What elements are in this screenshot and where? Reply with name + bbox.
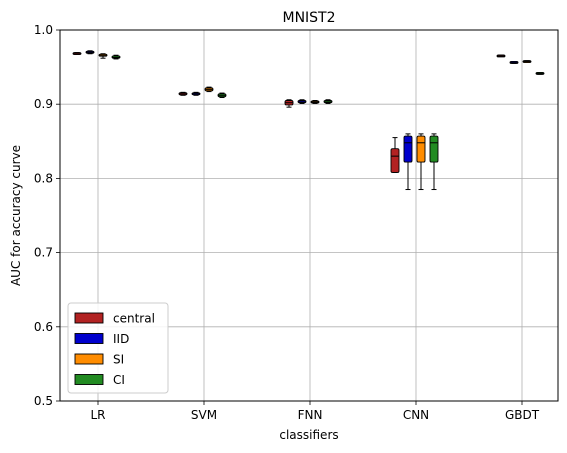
box-CI-CNN [429,133,439,191]
y-axis-label: AUC for accuracy curve [9,145,23,286]
legend-swatch-CI [74,374,104,385]
legend-box [67,302,169,394]
box-central-SVM [178,91,188,96]
x-axis-label: classifiers [279,428,338,442]
box-central-GBDT [496,54,506,58]
box-SI-CNN [416,133,426,191]
legend-label-CI: CI [113,373,125,387]
legend-label-IID: IID [113,332,129,346]
y-tick-label: 0.8 [34,171,53,185]
legend-label-central: central [113,312,155,326]
box-IID-SVM [191,91,201,96]
box-CI-SVM [217,92,227,99]
box-central-LR [72,52,82,56]
y-tick-label: 0.9 [34,97,53,111]
x-tick-label: LR [90,408,105,422]
box-body [390,148,400,173]
box-IID-LR [85,50,95,55]
legend-swatch-SI [74,353,104,365]
x-tick-label: SVM [191,408,217,422]
grid [60,29,558,402]
plot-frame [59,29,559,402]
legend: central IID SI CI [67,302,169,394]
box-SI-SVM [204,86,214,93]
box-CI-GBDT [535,71,545,75]
x-axis-ticks: LR SVM FNN CNN GBDT [90,401,540,422]
box-body [416,135,426,163]
box-SI-LR [98,53,108,59]
x-tick-label: GBDT [505,408,540,422]
box-CI-LR [111,54,121,60]
box-SI-GBDT [522,60,532,63]
box-SI-FNN [310,99,320,104]
box-IID-GBDT [509,61,519,64]
box-IID-FNN [297,99,307,104]
y-tick-label: 0.7 [34,246,53,260]
y-tick-label: 1.0 [34,23,53,37]
y-axis-ticks: 0.5 0.6 0.7 0.8 0.9 1.0 [34,23,60,408]
box-IID-CNN [403,133,413,191]
chart-title: MNIST2 [282,10,335,26]
legend-label-SI: SI [113,353,124,367]
box-central-CNN [390,137,400,173]
box-body [403,135,413,163]
x-tick-label: CNN [403,408,429,422]
y-tick-label: 0.6 [34,320,53,334]
legend-swatch-central [74,312,104,324]
legend-swatch-IID [74,333,104,344]
boxplots [72,50,545,191]
box-body [429,135,439,163]
x-tick-label: FNN [298,408,323,422]
box-central-FNN [284,99,294,108]
box-CI-FNN [323,99,333,104]
y-tick-label: 0.5 [34,394,53,408]
